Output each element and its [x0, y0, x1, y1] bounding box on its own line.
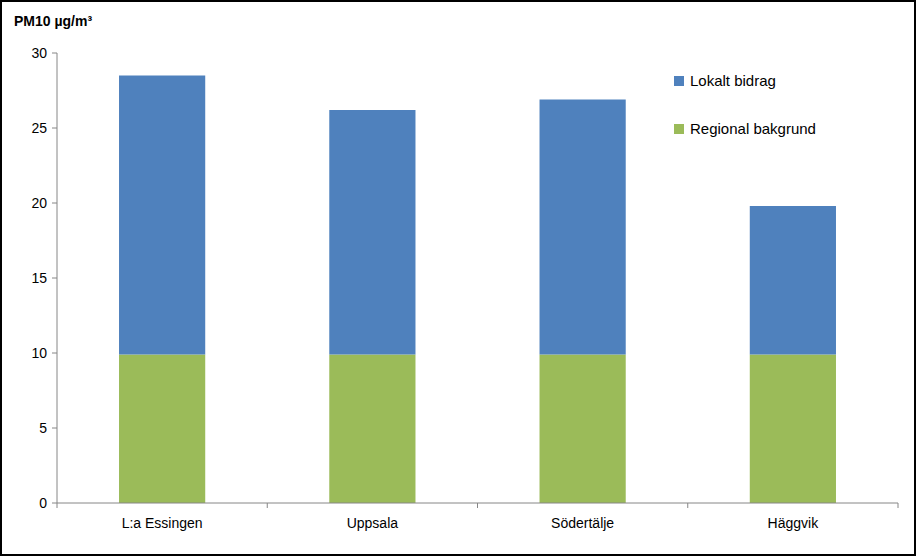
bar	[119, 76, 205, 355]
legend: Lokalt bidrag Regional bakgrund	[674, 72, 816, 137]
chart: 0 5 10 15 20 25 30 L:a Essingen Uppsala Södertälj…	[2, 2, 914, 554]
x-tick	[477, 503, 478, 508]
y-tick	[52, 353, 57, 354]
y-tick-label: 10	[31, 345, 47, 361]
y-axis-label: PM10 µg/m³	[14, 13, 92, 29]
y-tick	[52, 203, 57, 204]
x-tick-label: Södertälje	[551, 515, 614, 531]
x-tick	[57, 503, 58, 508]
x-tick	[267, 503, 268, 508]
y-tick	[52, 278, 57, 279]
bar	[119, 355, 205, 504]
x-tick-label: Uppsala	[347, 515, 399, 531]
chart-frame: 0 5 10 15 20 25 30 L:a Essingen Uppsala Södertälj…	[2, 2, 914, 554]
legend-swatch	[674, 76, 684, 86]
bar	[540, 100, 626, 355]
bars	[119, 76, 836, 504]
x-tick-label: Häggvik	[768, 515, 820, 531]
y-tick-label: 30	[31, 45, 47, 61]
legend-swatch	[674, 124, 684, 134]
y-tick	[52, 428, 57, 429]
y-tick-label: 0	[39, 495, 47, 511]
y-tick-label: 15	[31, 270, 47, 286]
x-tick	[898, 503, 899, 508]
bar	[750, 355, 836, 504]
bar	[329, 110, 415, 355]
y-tick	[52, 128, 57, 129]
y-tick-label: 5	[39, 420, 47, 436]
bar	[329, 355, 415, 504]
legend-label: Regional bakgrund	[690, 120, 816, 137]
y-tick-label: 25	[31, 120, 47, 136]
bar	[540, 355, 626, 504]
bar	[750, 206, 836, 355]
y-tick	[52, 53, 57, 54]
y-tick-label: 20	[31, 195, 47, 211]
x-tick	[687, 503, 688, 508]
x-tick-label: L:a Essingen	[122, 515, 203, 531]
legend-label: Lokalt bidrag	[690, 72, 776, 89]
y-tick	[52, 503, 57, 504]
